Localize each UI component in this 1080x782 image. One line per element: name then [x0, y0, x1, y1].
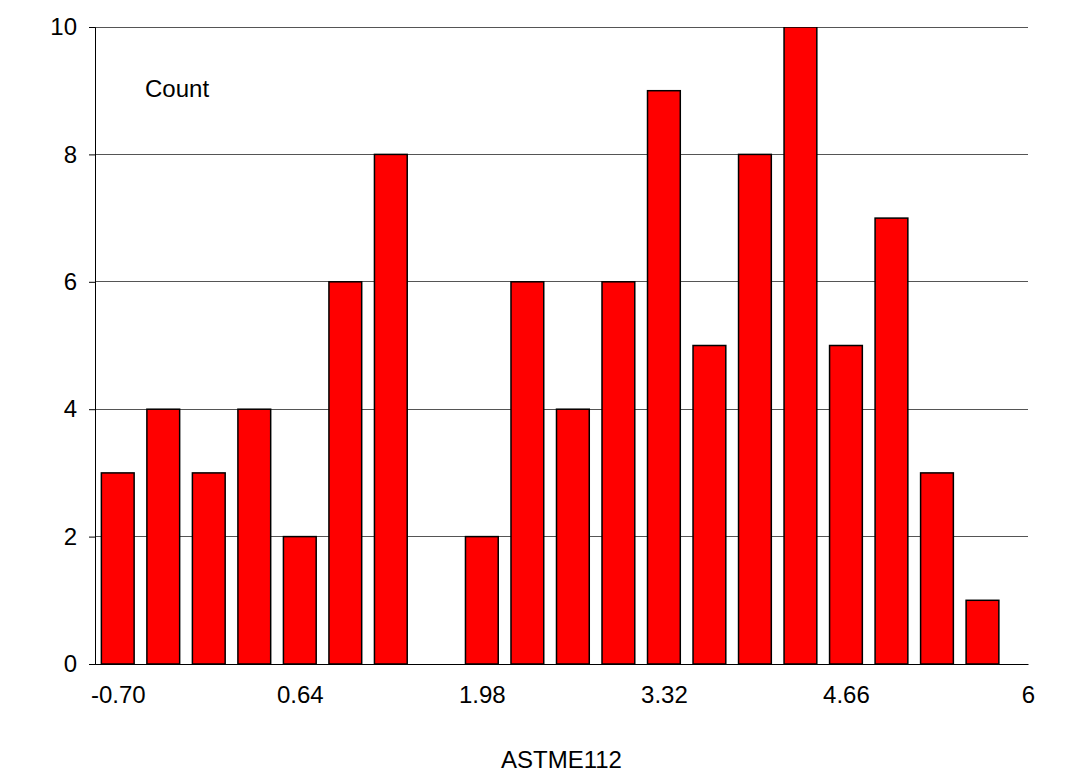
bar	[465, 537, 498, 664]
bar	[966, 600, 999, 664]
x-tick: 6	[1022, 664, 1035, 708]
x-tick-label: 3.32	[641, 681, 688, 708]
grid-line	[95, 27, 1028, 28]
x-tick: 4.66	[823, 664, 870, 708]
bar	[784, 27, 817, 664]
x-tick-label: 0.64	[277, 681, 324, 708]
bar	[238, 409, 271, 664]
bar	[329, 282, 362, 664]
x-tick: -0.70	[91, 664, 146, 708]
bar	[921, 473, 954, 664]
grid	[95, 27, 1028, 664]
x-axis-line	[96, 664, 1029, 665]
x-axis-title: ASTME112	[501, 746, 622, 773]
x-tick: 1.98	[459, 664, 506, 708]
x-tick-label: 6	[1022, 681, 1035, 708]
x-tick: 0.64	[277, 664, 324, 708]
y-tick-label: 6	[64, 268, 77, 295]
bar	[739, 154, 772, 664]
chart: -0.70 0.64 1.98 3.32 4.66 6 0 2 4 6 8 10 Count ASTME1…	[0, 0, 1080, 782]
bar	[147, 409, 180, 664]
bar	[830, 346, 863, 665]
bar	[556, 409, 589, 664]
bar	[511, 282, 544, 664]
y-axis-title: Count	[145, 75, 209, 102]
bars	[101, 27, 999, 664]
y-tick-mark	[89, 27, 95, 28]
y-tick: 2	[64, 523, 95, 550]
bar	[420, 663, 453, 664]
y-tick-mark	[89, 282, 95, 283]
bar	[693, 346, 726, 665]
y-tick-mark	[89, 154, 95, 155]
y-tick-label: 2	[64, 523, 77, 550]
x-tick-label: -0.70	[91, 681, 146, 708]
bar	[875, 218, 908, 664]
y-tick: 10	[50, 13, 95, 40]
y-tick-label: 8	[64, 141, 77, 168]
y-tick: 4	[64, 395, 95, 422]
bar	[602, 282, 635, 664]
bar	[192, 473, 225, 664]
y-tick: 6	[64, 268, 95, 295]
y-tick-mark	[89, 664, 95, 665]
y-tick: 8	[64, 141, 95, 168]
bar	[374, 154, 407, 664]
x-tick-label: 4.66	[823, 681, 870, 708]
y-tick-mark	[89, 409, 95, 410]
y-tick-mark	[89, 537, 95, 538]
y-axis-line	[89, 28, 96, 665]
bar	[283, 537, 316, 664]
x-tick: 3.32	[641, 664, 688, 708]
x-axis: -0.70 0.64 1.98 3.32 4.66 6	[91, 664, 1035, 708]
y-tick: 0	[64, 650, 95, 677]
x-tick-label: 1.98	[459, 681, 506, 708]
y-tick-label: 0	[64, 650, 77, 677]
bar	[648, 91, 681, 664]
bar	[101, 473, 134, 664]
grid-line	[95, 154, 1028, 155]
y-tick-label: 4	[64, 395, 77, 422]
y-tick-label: 10	[50, 13, 77, 40]
y-axis: 0 2 4 6 8 10	[50, 13, 95, 677]
plot: -0.70 0.64 1.98 3.32 4.66 6 0 2 4 6 8 10 Count ASTME1…	[50, 13, 1035, 773]
